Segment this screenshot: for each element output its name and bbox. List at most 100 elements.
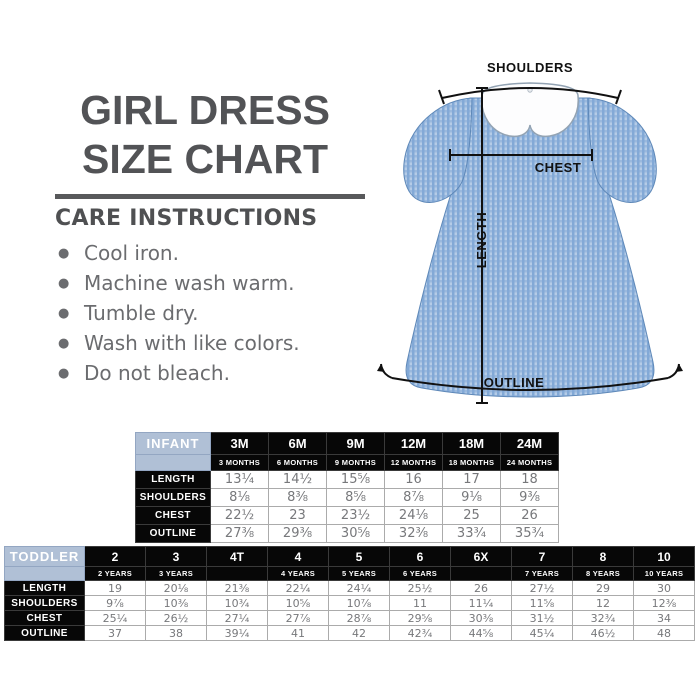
care-item-text: Machine wash warm. xyxy=(84,271,295,295)
infant-sub-header: 3 MONTHS xyxy=(210,454,269,471)
infant-measurement-value: 22½ xyxy=(210,506,269,525)
toddler-sub-header xyxy=(206,566,268,581)
toddler-sub-header: 10 YEARS xyxy=(633,566,695,581)
toddler-row-label: LENGTH xyxy=(4,580,85,596)
dress-left-sleeve xyxy=(403,97,473,203)
outline-left-arrowhead xyxy=(377,364,385,372)
toddler-sub-header: 2 YEARS xyxy=(84,566,146,581)
bullet-icon: ● xyxy=(58,305,70,321)
care-item-text: Cool iron. xyxy=(84,241,179,265)
toddler-measurement-value: 31½ xyxy=(511,610,573,626)
infant-measurement-value: 17 xyxy=(442,470,501,489)
care-item-4: ● Do not bleach. xyxy=(58,358,378,388)
toddler-row-label: OUTLINE xyxy=(4,625,85,641)
toddler-size-header-8: 8 xyxy=(572,546,634,567)
toddler-sub-header xyxy=(450,566,512,581)
toddler-size-table: TODDLER 2 3 4T 4 5 6 6X 7 8 10 2 YEARS 3 YEARS 4 YEAR… xyxy=(4,546,695,641)
toddler-measurement-value: 10⅝ xyxy=(267,595,329,611)
care-item-2: ● Tumble dry. xyxy=(58,298,378,328)
toddler-row-length: LENGTH 19 20⅛ 21⅜ 22¼ 24¼ 25½ 26 27½ 29 30 xyxy=(4,580,695,596)
outline-right-arrowhead xyxy=(675,364,683,372)
toddler-measurement-value: 22¼ xyxy=(267,580,329,596)
infant-size-table: INFANT 3M 6M 9M 12M 18M 24M 3 MONTHS 6 MONTHS 9 M… xyxy=(135,432,559,543)
toddler-measurement-value: 12 xyxy=(572,595,634,611)
infant-row-chest: CHEST 22½ 23 23½ 24⅛ 25 26 xyxy=(135,506,559,525)
infant-measurement-value: 8⅞ xyxy=(384,488,443,507)
page-title-line2: SIZE CHART xyxy=(82,136,328,182)
toddler-measurement-value: 12⅜ xyxy=(633,595,695,611)
toddler-sub-header: 4 YEARS xyxy=(267,566,329,581)
infant-table-title: INFANT xyxy=(135,432,211,455)
infant-measurement-value: 29⅜ xyxy=(268,524,327,543)
infant-measurement-value: 16 xyxy=(384,470,443,489)
page-title-line1: GIRL DRESS xyxy=(80,87,330,133)
infant-sub-header: 6 MONTHS xyxy=(268,454,327,471)
toddler-measurement-value: 26 xyxy=(450,580,512,596)
dress-collar xyxy=(481,82,579,138)
toddler-size-header-4t: 4T xyxy=(206,546,268,567)
infant-measurement-value: 8⅝ xyxy=(326,488,385,507)
toddler-row-outline: OUTLINE 37 38 39¼ 41 42 42¾ 44⅝ 45¼ 46½ 48 xyxy=(4,625,695,641)
toddler-measurement-value: 24¼ xyxy=(328,580,390,596)
shoulders-label: SHOULDERS xyxy=(487,60,573,75)
infant-measurement-value: 9⅛ xyxy=(442,488,501,507)
shoulders-right-tick xyxy=(615,89,622,105)
infant-measurement-value: 9⅜ xyxy=(500,488,559,507)
toddler-size-header-6x: 6X xyxy=(450,546,512,567)
dress-illustration: LENGTH SHOULDERS CHEST OUTLINE xyxy=(377,60,683,404)
care-item-text: Do not bleach. xyxy=(84,361,230,385)
care-instructions-list: ● Cool iron. ● Machine wash warm. ● Tumble dr… xyxy=(58,238,378,388)
bullet-icon: ● xyxy=(58,365,70,381)
infant-row-label: OUTLINE xyxy=(135,524,211,543)
infant-row-label: LENGTH xyxy=(135,470,211,489)
toddler-row-label: CHEST xyxy=(4,610,85,626)
infant-measurement-value: 33¾ xyxy=(442,524,501,543)
toddler-measurement-value: 28⅞ xyxy=(328,610,390,626)
toddler-measurement-value: 11¼ xyxy=(450,595,512,611)
care-item-3: ● Wash with like colors. xyxy=(58,328,378,358)
infant-size-header-9m: 9M xyxy=(326,432,385,455)
care-item-text: Wash with like colors. xyxy=(84,331,300,355)
length-label: LENGTH xyxy=(474,212,489,268)
toddler-size-header-7: 7 xyxy=(511,546,573,567)
infant-row-length: LENGTH 13¼ 14½ 15⅝ 16 17 18 xyxy=(135,470,559,489)
toddler-measurement-value: 39¼ xyxy=(206,625,268,641)
dress-right-sleeve xyxy=(587,97,657,203)
shoulders-left-tick xyxy=(438,89,445,105)
toddler-measurement-value: 44⅝ xyxy=(450,625,512,641)
toddler-size-header-3: 3 xyxy=(145,546,207,567)
toddler-measurement-value: 34 xyxy=(633,610,695,626)
infant-measurement-value: 35¾ xyxy=(500,524,559,543)
shoulders-measure-line xyxy=(441,87,619,99)
toddler-measurement-value: 9⅞ xyxy=(84,595,146,611)
toddler-measurement-value: 26½ xyxy=(145,610,207,626)
toddler-measurement-value: 19 xyxy=(84,580,146,596)
toddler-size-header-10: 10 xyxy=(633,546,695,567)
infant-size-header-18m: 18M xyxy=(442,432,501,455)
toddler-measurement-value: 37 xyxy=(84,625,146,641)
toddler-measurement-value: 20⅛ xyxy=(145,580,207,596)
infant-measurement-value: 15⅝ xyxy=(326,470,385,489)
toddler-measurement-value: 38 xyxy=(145,625,207,641)
toddler-measurement-value: 30⅜ xyxy=(450,610,512,626)
infant-row-shoulders: SHOULDERS 8⅛ 8⅜ 8⅝ 8⅞ 9⅛ 9⅜ xyxy=(135,488,559,507)
infant-row-label: SHOULDERS xyxy=(135,488,211,507)
toddler-measurement-value: 42 xyxy=(328,625,390,641)
infant-sub-header: 9 MONTHS xyxy=(326,454,385,471)
toddler-measurement-value: 11 xyxy=(389,595,451,611)
infant-measurement-value: 23 xyxy=(268,506,327,525)
toddler-measurement-value: 27¼ xyxy=(206,610,268,626)
toddler-size-header-6: 6 xyxy=(389,546,451,567)
toddler-measurement-value: 29⅝ xyxy=(389,610,451,626)
toddler-measurement-value: 29 xyxy=(572,580,634,596)
toddler-size-header-4: 4 xyxy=(267,546,329,567)
toddler-measurement-value: 10⅞ xyxy=(328,595,390,611)
infant-sub-header: 18 MONTHS xyxy=(442,454,501,471)
infant-sub-header: 12 MONTHS xyxy=(384,454,443,471)
infant-measurement-value: 26 xyxy=(500,506,559,525)
infant-corner-empty xyxy=(135,454,211,471)
bullet-icon: ● xyxy=(58,275,70,291)
infant-row-label: CHEST xyxy=(135,506,211,525)
infant-measurement-value: 14½ xyxy=(268,470,327,489)
